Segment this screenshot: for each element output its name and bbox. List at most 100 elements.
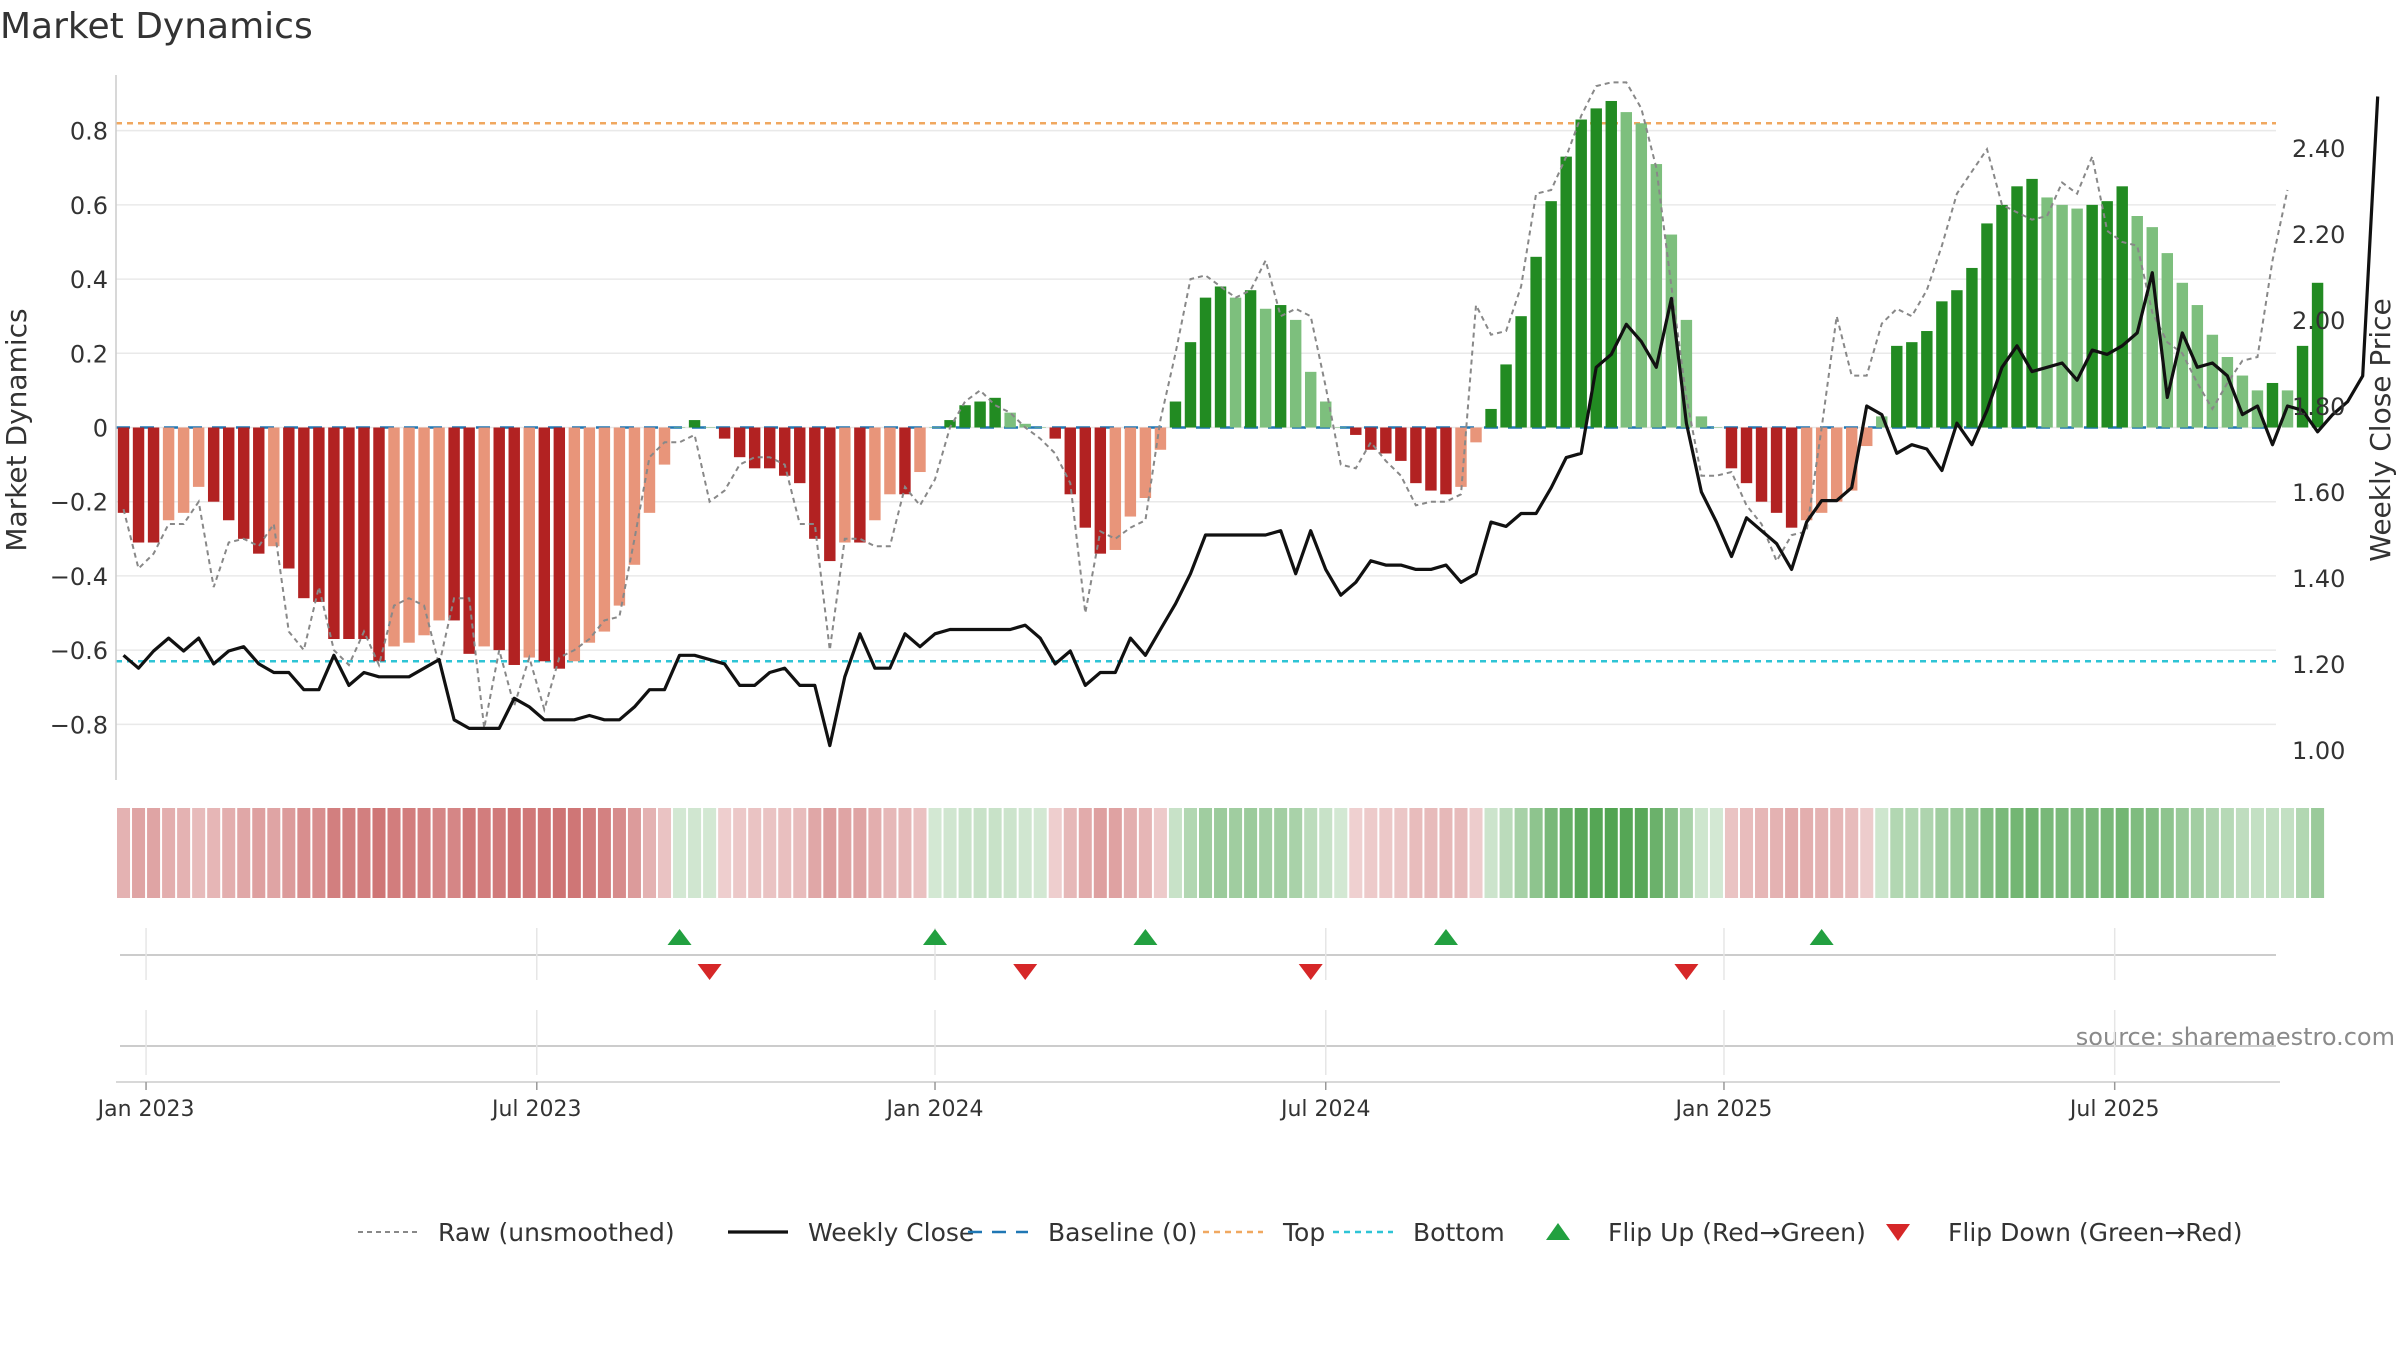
dynamics-bar (929, 427, 941, 428)
regime-cell (2265, 808, 2279, 898)
right-tick-label: 1.20 (2292, 651, 2345, 679)
legend-swatch (1886, 1224, 1910, 1241)
regime-cell (1649, 808, 1663, 898)
dynamics-bar (1109, 427, 1122, 550)
regime-cell (387, 808, 401, 898)
dynamics-bar (1094, 427, 1107, 554)
regime-cell (1664, 808, 1678, 898)
regime-cell (1168, 808, 1182, 898)
flip-down-marker (697, 964, 722, 980)
dynamics-bar (1906, 342, 1918, 428)
dynamics-bar (884, 427, 896, 495)
regime-cell (642, 808, 656, 898)
legend-item-flipup: Flip Up (Red→Green) (1546, 1218, 1866, 1247)
flip-up-marker (1809, 929, 1834, 945)
regime-cell (2130, 808, 2144, 898)
dynamics-bar (1590, 108, 1602, 428)
regime-cell (778, 808, 792, 898)
chart-title: Market Dynamics (0, 6, 313, 47)
dynamics-bar (283, 427, 295, 569)
legend-item-top: Top (1203, 1218, 1325, 1247)
dynamics-bar (1740, 427, 1753, 484)
legend-item-close: Weekly Close (728, 1218, 974, 1247)
regime-cell (2010, 808, 2024, 898)
dynamics-bar (2266, 382, 2279, 428)
flip-up-marker (667, 929, 692, 945)
regime-cell (1965, 808, 1979, 898)
dynamics-bar (1635, 123, 1648, 428)
left-tick-label: −0.2 (50, 489, 108, 517)
regime-cell (2190, 808, 2204, 898)
dynamics-bar (1680, 319, 1693, 428)
dynamics-bar (1500, 364, 1512, 428)
dynamics-bar (523, 427, 535, 658)
dynamics-bar (298, 427, 310, 599)
regime-cell (673, 808, 687, 898)
x-tick-label: Jan 2024 (885, 1097, 984, 1122)
dynamics-bar (688, 420, 701, 428)
dynamics-bar (1064, 427, 1076, 495)
flip-down-marker (1013, 964, 1038, 980)
legend-item-flipdown: Flip Down (Green→Red) (1886, 1218, 2243, 1247)
regime-cell (627, 808, 641, 898)
regime-cell (582, 808, 596, 898)
regime-cell (117, 808, 131, 898)
regime-cell (1078, 808, 1092, 898)
dynamics-bar (238, 427, 250, 539)
dynamics-bar (2071, 208, 2083, 428)
dynamics-bar (1274, 305, 1287, 428)
x-tick-label: Jul 2023 (490, 1097, 582, 1122)
left-tick-label: 0 (93, 415, 108, 443)
regime-cell (823, 808, 837, 898)
dynamics-bar (1545, 201, 1557, 428)
regime-cell (1679, 808, 1693, 898)
dynamics-bar (1966, 267, 1978, 428)
dynamics-bar (2236, 375, 2249, 428)
regime-cell (1469, 808, 1483, 898)
dynamics-bar (1770, 427, 1783, 513)
regime-cell (402, 808, 416, 898)
dynamics-bar (779, 427, 791, 476)
legend-swatch (1546, 1223, 1570, 1240)
regime-cell (1514, 808, 1528, 898)
dynamics-bar (343, 427, 355, 639)
regime-cell (357, 808, 371, 898)
regime-cell (1394, 808, 1408, 898)
flip-down-marker (1674, 964, 1699, 980)
regime-cell (838, 808, 852, 898)
dynamics-bar (1560, 156, 1572, 428)
left-tick-label: −0.4 (50, 563, 108, 591)
dynamics-bar (418, 427, 430, 636)
regime-cell (1544, 808, 1558, 898)
regime-cell (2160, 808, 2174, 898)
dynamics-bar (703, 427, 716, 428)
regime-cell (2100, 808, 2114, 898)
dynamics-bar (794, 427, 806, 484)
dynamics-bar (1755, 427, 1768, 502)
left-axis-label: Market Dynamics (0, 308, 33, 551)
legend: Raw (unsmoothed) Weekly Close Baseline (0)… (358, 1218, 2243, 1247)
regime-cell (2175, 808, 2189, 898)
regime-cell (1890, 808, 1904, 898)
dynamics-bar (1440, 427, 1452, 495)
regime-cell (237, 808, 251, 898)
regime-cell (252, 808, 266, 898)
regime-cell (1995, 808, 2009, 898)
dynamics-bar (1350, 427, 1362, 435)
dynamics-bar (1981, 223, 1993, 428)
regime-cell (718, 808, 732, 898)
regime-cell (793, 808, 807, 898)
regime-cell (883, 808, 897, 898)
legend-label: Baseline (0) (1048, 1218, 1197, 1247)
regime-cell (1199, 808, 1213, 898)
regime-cell (1244, 808, 1258, 898)
regime-cell (132, 808, 146, 898)
dynamics-bar (1320, 401, 1332, 428)
x-tick-label: Jul 2025 (2068, 1097, 2160, 1122)
regime-cell (1183, 808, 1197, 898)
dynamics-bar (1665, 234, 1678, 428)
dynamics-bar (2041, 197, 2053, 428)
regime-cell (372, 808, 386, 898)
regime-cell (507, 808, 521, 898)
regime-cell (1875, 808, 1889, 898)
